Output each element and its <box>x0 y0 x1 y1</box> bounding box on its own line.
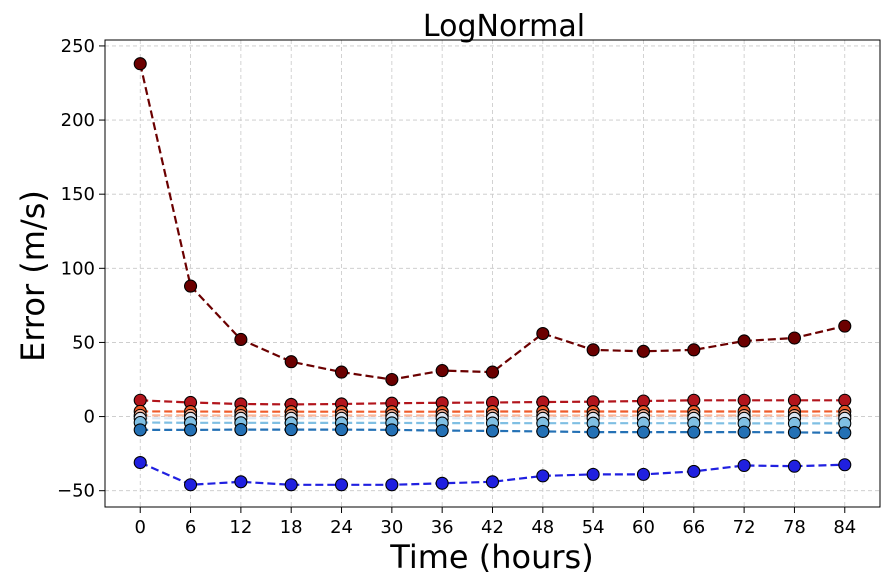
x-tick-label: 48 <box>531 517 554 538</box>
data-point <box>436 425 448 437</box>
y-axis-label: Error (m/s) <box>14 190 52 362</box>
data-point <box>336 424 348 436</box>
data-point <box>487 425 499 437</box>
data-point <box>537 425 549 437</box>
x-tick-label: 84 <box>833 517 856 538</box>
y-tick-label: 50 <box>72 332 95 353</box>
data-point <box>738 394 750 406</box>
y-tick-label: 200 <box>61 110 95 131</box>
y-tick-label: 150 <box>61 184 95 205</box>
data-point <box>285 424 297 436</box>
x-tick-label: 18 <box>280 517 303 538</box>
x-tick-label: 60 <box>632 517 655 538</box>
x-axis-label: Time (hours) <box>389 538 593 576</box>
data-point <box>738 426 750 438</box>
data-point <box>436 477 448 489</box>
data-point <box>386 424 398 436</box>
data-point <box>637 468 649 480</box>
data-point <box>587 426 599 438</box>
data-point <box>788 332 800 344</box>
data-point <box>839 394 851 406</box>
y-tick-label: −50 <box>57 481 95 502</box>
data-point <box>688 426 700 438</box>
data-point <box>185 479 197 491</box>
data-point <box>235 333 247 345</box>
x-tick-label: 54 <box>582 517 605 538</box>
data-point <box>185 280 197 292</box>
x-tick-label: 78 <box>783 517 806 538</box>
x-tick-label: 42 <box>481 517 504 538</box>
data-point <box>839 320 851 332</box>
data-point <box>738 459 750 471</box>
data-point <box>235 424 247 436</box>
chart-title: LogNormal <box>423 9 585 44</box>
data-point <box>587 468 599 480</box>
data-point <box>235 476 247 488</box>
y-tick-label: 100 <box>61 258 95 279</box>
data-point <box>688 394 700 406</box>
x-tick-label: 36 <box>431 517 454 538</box>
data-point <box>537 328 549 340</box>
x-tick-label: 6 <box>185 517 196 538</box>
data-point <box>839 427 851 439</box>
x-tick-label: 72 <box>733 517 756 538</box>
y-tick-label: 0 <box>84 407 95 428</box>
data-point <box>386 374 398 386</box>
data-point <box>688 465 700 477</box>
x-tick-label: 12 <box>229 517 252 538</box>
data-point <box>285 479 297 491</box>
data-point <box>285 356 297 368</box>
data-point <box>637 426 649 438</box>
data-point <box>134 424 146 436</box>
data-point <box>436 365 448 377</box>
data-point <box>839 459 851 471</box>
x-tick-label: 30 <box>380 517 403 538</box>
data-point <box>637 345 649 357</box>
x-tick-label: 66 <box>682 517 705 538</box>
data-point <box>788 394 800 406</box>
x-tick-label: 0 <box>135 517 146 538</box>
data-point <box>185 424 197 436</box>
data-point <box>386 479 398 491</box>
data-point <box>587 344 599 356</box>
data-point <box>134 457 146 469</box>
data-point <box>537 470 549 482</box>
x-tick-label: 24 <box>330 517 353 538</box>
data-point <box>134 58 146 70</box>
data-point <box>336 479 348 491</box>
data-point <box>487 366 499 378</box>
data-point <box>336 366 348 378</box>
data-point <box>788 460 800 472</box>
data-point <box>688 344 700 356</box>
data-point <box>738 335 750 347</box>
y-tick-label: 250 <box>61 36 95 57</box>
data-point <box>487 476 499 488</box>
data-point <box>788 426 800 438</box>
data-point <box>134 394 146 406</box>
